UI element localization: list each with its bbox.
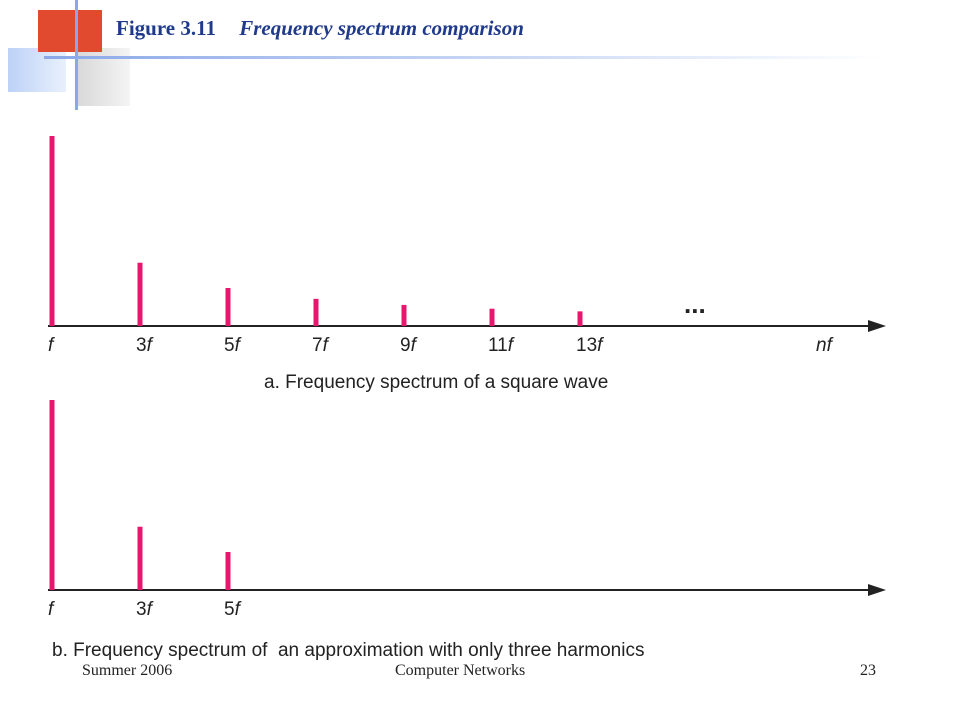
footer-date: Summer 2006 bbox=[82, 662, 173, 679]
tick-label-nf: nf bbox=[816, 335, 834, 356]
tick-label-11f: 11f bbox=[488, 335, 515, 356]
figure-number: Figure 3.11 bbox=[116, 16, 216, 40]
tick-label-7f: 7f bbox=[312, 335, 330, 356]
spectrum-bar-5f bbox=[225, 288, 231, 326]
tick-label-5f: 5f bbox=[224, 599, 242, 620]
spectrum-bar-f bbox=[49, 400, 55, 590]
spectrum-bar-11f bbox=[489, 308, 495, 326]
slide-title: Figure 3.11 Frequency spectrum compariso… bbox=[116, 16, 524, 41]
chart-caption-b: b. Frequency spectrum of an approximatio… bbox=[52, 640, 644, 661]
chart-caption-a: a. Frequency spectrum of a square wave bbox=[264, 372, 608, 393]
figure-title: Frequency spectrum comparison bbox=[239, 16, 524, 40]
decorative-block-blue bbox=[8, 48, 66, 92]
footer-page-number: 23 bbox=[860, 662, 876, 679]
axis-arrow-icon bbox=[868, 584, 886, 596]
decorative-vertical-line bbox=[75, 0, 78, 110]
tick-label-f: f bbox=[48, 599, 55, 620]
footer-course: Computer Networks bbox=[395, 662, 526, 679]
tick-label-13f: 13f bbox=[576, 335, 604, 356]
spectrum-bar-7f bbox=[313, 298, 319, 326]
decorative-horizontal-line bbox=[44, 56, 884, 59]
spectrum-bar-13f bbox=[577, 311, 583, 326]
tick-label-f: f bbox=[48, 335, 55, 356]
spectrum-bar-9f bbox=[401, 304, 407, 326]
continuation-dots: ... bbox=[684, 289, 706, 319]
spectrum-bar-3f bbox=[137, 262, 143, 326]
decorative-block-red bbox=[38, 10, 102, 52]
spectrum-bar-3f bbox=[137, 526, 143, 590]
axis-arrow-icon bbox=[868, 320, 886, 332]
spectrum-bar-f bbox=[49, 136, 55, 326]
tick-label-9f: 9f bbox=[400, 335, 418, 356]
spectrum-bar-5f bbox=[225, 552, 231, 590]
tick-label-3f: 3f bbox=[136, 599, 154, 620]
tick-label-3f: 3f bbox=[136, 335, 154, 356]
tick-label-5f: 5f bbox=[224, 335, 242, 356]
